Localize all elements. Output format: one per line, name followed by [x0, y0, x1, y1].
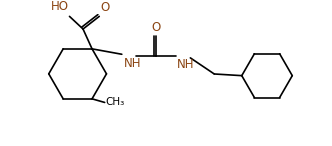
Text: O: O — [100, 1, 110, 14]
Text: NH: NH — [177, 58, 194, 71]
Text: HO: HO — [50, 0, 69, 13]
Text: CH₃: CH₃ — [106, 97, 125, 107]
Text: O: O — [151, 21, 161, 34]
Text: NH: NH — [124, 57, 141, 70]
